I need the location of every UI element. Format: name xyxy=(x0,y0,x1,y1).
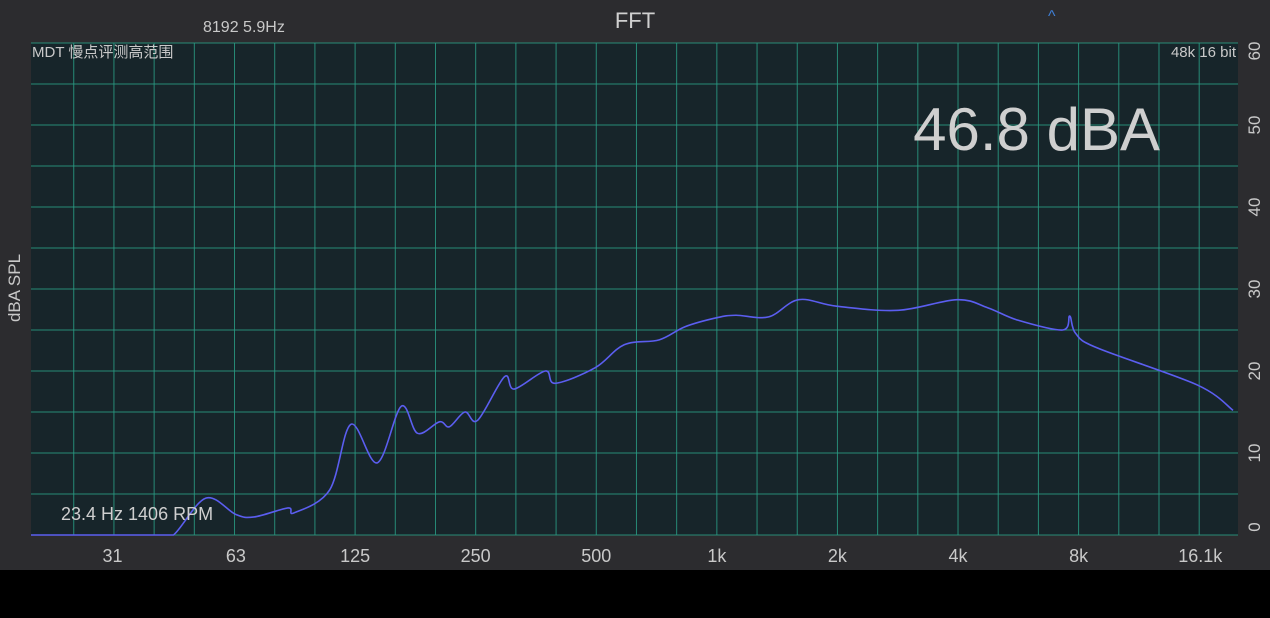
x-tick-label: 63 xyxy=(226,546,246,566)
bottom-bar xyxy=(0,570,1270,618)
x-tick-label: 1k xyxy=(707,546,727,566)
x-tick-label: 250 xyxy=(461,546,491,566)
x-tick-label: 2k xyxy=(828,546,848,566)
y-tick-label: 40 xyxy=(1245,198,1264,217)
x-tick-label: 8k xyxy=(1069,546,1089,566)
x-tick-label: 125 xyxy=(340,546,370,566)
window-title: FFT xyxy=(614,8,656,33)
fft-chart: 31 63 125 250 500 1k 2k 4k 8k 16.1k 0 10 20 30 40 50 60… xyxy=(5,42,1264,566)
x-tick-label: 16.1k xyxy=(1178,546,1223,566)
level-readout: 46.8 dBA xyxy=(913,96,1160,163)
x-tick-label: 4k xyxy=(949,546,969,566)
y-axis-label: dBA SPL xyxy=(5,254,24,322)
profile-label[interactable]: MDT 慢点评测高范围 xyxy=(32,44,173,61)
x-tick-label: 500 xyxy=(581,546,611,566)
y-tick-label: 20 xyxy=(1245,362,1264,381)
y-tick-label: 30 xyxy=(1245,280,1264,299)
x-tick-label: 31 xyxy=(103,546,123,566)
series-line xyxy=(31,298,1234,536)
y-tick-label: 0 xyxy=(1245,522,1264,531)
fft-size-resolution[interactable]: 8192 5.9Hz xyxy=(203,19,285,36)
y-tick-label: 10 xyxy=(1245,444,1264,463)
format-label[interactable]: 48k 16 bit xyxy=(1171,44,1237,61)
peak-readout: 23.4 Hz 1406 RPM xyxy=(61,504,213,524)
x-tick-labels: 31 63 125 250 500 1k 2k 4k 8k 16.1k xyxy=(103,546,1224,566)
y-tick-label: 60 xyxy=(1245,42,1264,61)
caret-up-icon[interactable]: ^ xyxy=(1048,8,1056,25)
y-tick-label: 50 xyxy=(1245,116,1264,135)
grid xyxy=(31,42,1238,536)
y-tick-labels: 0 10 20 30 40 50 60 xyxy=(1245,42,1264,532)
